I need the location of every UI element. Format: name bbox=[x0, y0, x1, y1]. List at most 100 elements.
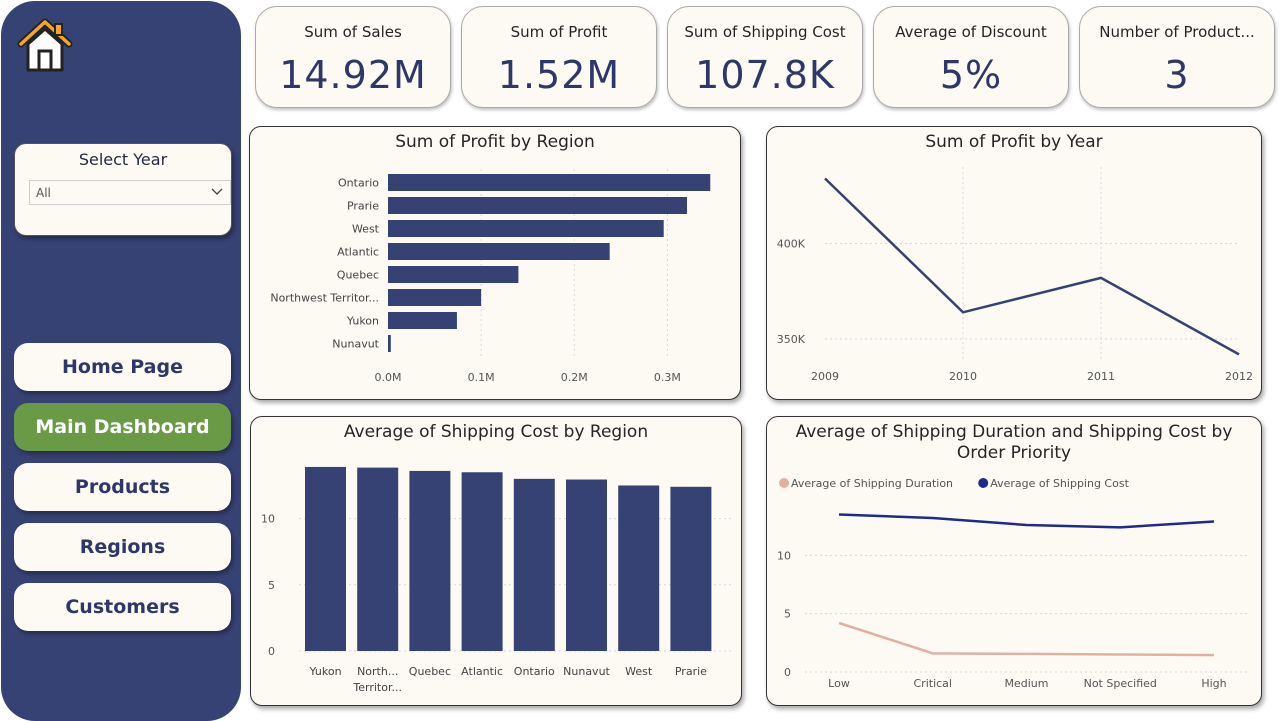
y-category-label: Yukon bbox=[346, 315, 379, 328]
x-tick-label: 0.0M bbox=[375, 371, 402, 384]
kpi-value: 1.52M bbox=[497, 53, 621, 97]
home-icon[interactable] bbox=[16, 17, 74, 75]
kpi-label: Average of Discount bbox=[895, 23, 1047, 41]
series-line bbox=[838, 513, 1215, 529]
shipping-by-priority-chart: Average of Shipping Duration Average of S… bbox=[777, 477, 1247, 690]
profit-by-region-chart: 0.0M 0.1M 0.2M 0.3M Ontario Prarie West Atlanti… bbox=[270, 169, 711, 384]
legend-marker bbox=[978, 478, 989, 488]
profit-by-year-chart: 350K 400K 2009 2010 2011 2012 bbox=[777, 167, 1253, 383]
x-tick-label: High bbox=[1201, 677, 1226, 690]
x-tick-label: 2010 bbox=[949, 370, 977, 383]
kpi-label: Sum of Shipping Cost bbox=[684, 23, 846, 41]
y-category-label: Nunavut bbox=[332, 338, 379, 351]
chevron-down-icon bbox=[211, 188, 223, 195]
nav-customers-button[interactable]: Customers bbox=[14, 583, 231, 631]
bar bbox=[388, 220, 664, 237]
shipping-cost-by-region-card: Average of Shipping Cost by Region 0 5 10 Y… bbox=[250, 416, 742, 706]
chart-title: Sum of Profit by Year bbox=[925, 132, 1103, 152]
bar bbox=[305, 466, 346, 651]
x-category-label: North... bbox=[357, 665, 398, 678]
kpi-value: 14.92M bbox=[279, 53, 427, 97]
chart-title: Sum of Profit by Region bbox=[395, 132, 595, 152]
bar bbox=[357, 467, 399, 651]
year-slicer-title: Select Year bbox=[78, 150, 168, 169]
bar bbox=[388, 243, 610, 260]
bar bbox=[566, 479, 607, 651]
legend-marker bbox=[779, 478, 789, 488]
year-slicer: Select Year All bbox=[14, 143, 232, 236]
bar bbox=[618, 485, 660, 651]
bar bbox=[388, 174, 711, 191]
bar bbox=[388, 197, 687, 214]
x-tick-label: 2011 bbox=[1087, 370, 1115, 383]
y-tick-label: 5 bbox=[268, 579, 275, 592]
x-tick-label: 2012 bbox=[1225, 370, 1253, 383]
y-tick-label: 350K bbox=[777, 333, 806, 346]
chart-title: Average of Shipping Duration and Shippin… bbox=[795, 422, 1233, 463]
x-category-label: Atlantic bbox=[461, 665, 503, 678]
y-category-label: Northwest Territor... bbox=[270, 292, 379, 305]
y-tick-label: 0 bbox=[784, 666, 791, 679]
kpi-card-sales: Sum of Sales 14.92M bbox=[255, 6, 451, 108]
x-category-label: Ontario bbox=[514, 665, 555, 678]
y-tick-label: 10 bbox=[777, 549, 791, 562]
series-line bbox=[824, 177, 1240, 356]
legend-label: Average of Shipping Cost bbox=[990, 477, 1129, 490]
shipping-cost-by-region-chart: 0 5 10 Yukon North... Territor... Quebec Atlant… bbox=[261, 466, 731, 694]
kpi-card-discount: Average of Discount 5% bbox=[873, 6, 1069, 108]
kpi-value: 107.8K bbox=[695, 53, 835, 97]
y-tick-label: 400K bbox=[777, 237, 806, 250]
y-category-label: West bbox=[352, 223, 380, 236]
kpi-card-profit: Sum of Profit 1.52M bbox=[461, 6, 657, 108]
series-line bbox=[838, 621, 1215, 657]
x-tick-label: 0.2M bbox=[561, 371, 588, 384]
kpi-label: Number of Product... bbox=[1099, 23, 1255, 41]
y-tick-label: 5 bbox=[784, 608, 791, 621]
bar bbox=[388, 312, 457, 329]
x-tick-label: 2009 bbox=[811, 370, 839, 383]
year-dropdown[interactable]: All bbox=[29, 180, 231, 205]
nav-home-page-button[interactable]: Home Page bbox=[14, 343, 231, 391]
profit-by-year-card: Sum of Profit by Year 350K 400K 2009 2010 20… bbox=[766, 126, 1262, 400]
shipping-by-priority-card: Average of Shipping Duration and Shippin… bbox=[766, 416, 1262, 706]
nav-products-button[interactable]: Products bbox=[14, 463, 231, 511]
x-category-label: Prarie bbox=[675, 665, 707, 678]
bar bbox=[409, 470, 451, 651]
profit-by-region-card: Sum of Profit by Region 0.0M 0.1M 0.2M 0.3M… bbox=[249, 126, 741, 400]
kpi-label: Sum of Sales bbox=[304, 23, 402, 41]
nav-main-dashboard-button[interactable]: Main Dashboard bbox=[14, 403, 231, 451]
year-dropdown-value: All bbox=[36, 186, 51, 200]
x-category-label: Yukon bbox=[308, 665, 341, 678]
bar bbox=[388, 335, 391, 352]
y-category-label: Atlantic bbox=[337, 246, 379, 259]
x-tick-label: Low bbox=[828, 677, 850, 690]
nav-regions-button[interactable]: Regions bbox=[14, 523, 231, 571]
sidebar: Select Year All Home Page Main Dashboard… bbox=[1, 1, 241, 721]
bar bbox=[388, 266, 519, 283]
x-category-label: West bbox=[625, 665, 653, 678]
kpi-label: Sum of Profit bbox=[510, 23, 608, 41]
chart-title: Average of Shipping Cost by Region bbox=[343, 422, 649, 442]
bar bbox=[461, 472, 503, 651]
x-tick-label: Medium bbox=[1005, 677, 1049, 690]
x-tick-label: 0.3M bbox=[654, 371, 681, 384]
y-tick-label: 0 bbox=[268, 645, 275, 658]
x-tick-label: 0.1M bbox=[468, 371, 495, 384]
bar bbox=[388, 289, 482, 306]
x-category-label: Territor... bbox=[352, 681, 402, 694]
y-category-label: Ontario bbox=[338, 177, 379, 190]
kpi-card-products: Number of Product... 3 bbox=[1079, 6, 1275, 108]
bar bbox=[670, 486, 712, 651]
kpi-card-shipping-cost: Sum of Shipping Cost 107.8K bbox=[667, 6, 863, 108]
y-tick-label: 10 bbox=[261, 513, 275, 526]
bar bbox=[513, 478, 555, 651]
legend-label: Average of Shipping Duration bbox=[791, 477, 953, 490]
y-category-label: Prarie bbox=[347, 200, 379, 213]
y-category-label: Quebec bbox=[337, 269, 379, 282]
kpi-value: 5% bbox=[939, 53, 1003, 97]
x-category-label: Nunavut bbox=[563, 665, 610, 678]
kpi-value: 3 bbox=[1164, 53, 1190, 97]
x-tick-label: Not Specified bbox=[1084, 677, 1157, 690]
x-tick-label: Critical bbox=[914, 677, 952, 690]
x-category-label: Quebec bbox=[409, 665, 451, 678]
